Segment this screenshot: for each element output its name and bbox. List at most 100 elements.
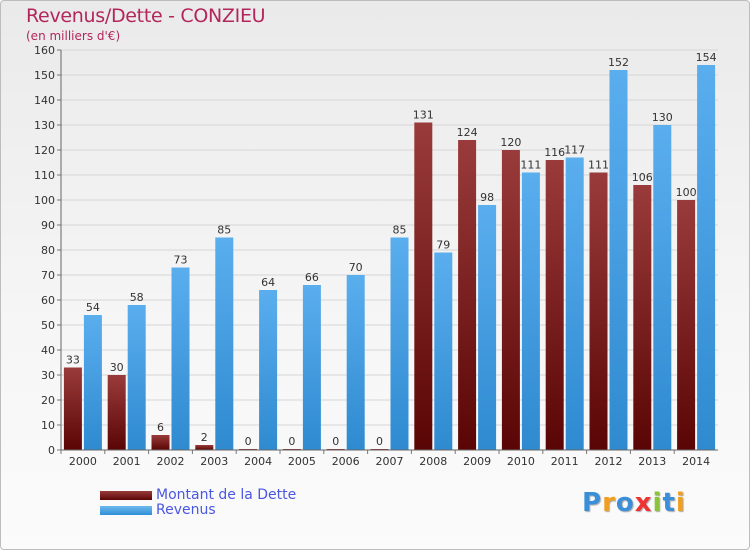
y-tick-label: 90	[41, 219, 55, 232]
data-label: 0	[376, 435, 383, 448]
y-tick-label: 0	[48, 444, 55, 457]
data-label: 0	[288, 435, 295, 448]
data-label: 131	[413, 109, 434, 122]
y-tick-label: 30	[41, 369, 55, 382]
x-axis: 2000 2001 2002 2003 2004 2005 2006 2007 2008 2009…	[60, 449, 718, 468]
bar-dette	[414, 122, 433, 450]
bar-dette	[545, 160, 564, 450]
bar-revenus	[390, 237, 409, 450]
x-tick-label: 2007	[376, 455, 404, 468]
data-label: 0	[245, 435, 252, 448]
data-label: 6	[157, 421, 164, 434]
legend-label-dette: Montant de la Dette	[156, 487, 297, 503]
chart-subtitle: (en milliers d'€)	[26, 29, 121, 43]
grid-lines	[61, 49, 718, 451]
bar-revenus	[302, 285, 321, 450]
data-label: 85	[393, 224, 407, 237]
data-label: 154	[696, 51, 717, 64]
bar-dette	[63, 367, 82, 450]
bar-revenus	[565, 157, 584, 450]
bar-revenus	[171, 267, 190, 450]
bar-revenus	[434, 252, 453, 450]
bar-dette	[107, 375, 126, 450]
bar-dette	[501, 150, 520, 450]
data-label: 79	[436, 239, 450, 252]
data-labels: 33 54 30 58 6 73 2 85 0 64 0 66 0 70 0 85 131 79 124 98 120 1…	[66, 51, 717, 448]
bar-revenus	[259, 290, 278, 450]
x-tick-label: 2000	[69, 455, 97, 468]
data-label: 85	[217, 224, 231, 237]
data-label: 58	[130, 291, 144, 304]
y-tick-label: 150	[34, 69, 55, 82]
data-label: 0	[332, 435, 339, 448]
bar-revenus	[697, 65, 716, 450]
y-tick-label: 120	[34, 144, 55, 157]
bar-dette	[589, 172, 608, 450]
x-tick-label: 2014	[682, 455, 710, 468]
y-tick-label: 10	[41, 419, 55, 432]
x-tick-label: 2006	[332, 455, 360, 468]
data-label: 124	[457, 126, 478, 139]
bar-revenus	[653, 125, 672, 450]
x-tick-label: 2005	[288, 455, 316, 468]
data-label: 98	[480, 191, 494, 204]
x-tick-label: 2011	[551, 455, 579, 468]
data-label: 120	[500, 136, 521, 149]
data-label: 64	[261, 276, 275, 289]
y-tick-label: 40	[41, 344, 55, 357]
bar-revenus	[83, 315, 102, 450]
x-tick-label: 2013	[638, 455, 666, 468]
data-label: 73	[174, 254, 188, 267]
y-tick-label: 130	[34, 119, 55, 132]
bar-dette	[151, 435, 170, 450]
y-axis: 0 10 20 30 40 50 60 70 80 90 100 110 120 130 140 150 160	[34, 44, 62, 457]
data-label: 30	[110, 361, 124, 374]
y-tick-label: 70	[41, 269, 55, 282]
y-tick-label: 140	[34, 94, 55, 107]
bar-revenus	[521, 172, 540, 450]
data-label: 130	[652, 111, 673, 124]
bar-dette	[633, 185, 652, 450]
legend-swatch-dette	[100, 491, 152, 500]
bar-revenus	[478, 205, 497, 450]
x-tick-label: 2010	[507, 455, 535, 468]
data-label: 152	[608, 56, 629, 69]
x-tick-label: 2002	[157, 455, 185, 468]
y-tick-label: 110	[34, 169, 55, 182]
y-tick-label: 80	[41, 244, 55, 257]
bars	[63, 65, 716, 450]
x-tick-label: 2003	[200, 455, 228, 468]
y-tick-label: 60	[41, 294, 55, 307]
bar-dette	[195, 445, 214, 450]
bar-revenus	[127, 305, 146, 450]
x-tick-label: 2001	[113, 455, 141, 468]
data-label: 70	[349, 261, 363, 274]
data-label: 116	[544, 146, 565, 159]
bar-dette	[458, 140, 477, 450]
data-label: 66	[305, 271, 319, 284]
x-tick-label: 2009	[463, 455, 491, 468]
data-label: 111	[520, 159, 541, 172]
data-label: 54	[86, 301, 100, 314]
y-tick-label: 100	[34, 194, 55, 207]
legend-label-revenus: Revenus	[156, 502, 216, 518]
x-tick-label: 2004	[244, 455, 272, 468]
chart-title: Revenus/Dette - CONZIEU	[26, 5, 266, 27]
data-label: 2	[201, 431, 208, 444]
data-label: 111	[588, 159, 609, 172]
y-tick-label: 20	[41, 394, 55, 407]
x-tick-label: 2012	[595, 455, 623, 468]
data-label: 106	[632, 171, 653, 184]
bar-dette	[677, 200, 696, 450]
legend-swatch-revenus	[100, 506, 152, 515]
bar-revenus	[215, 237, 234, 450]
x-tick-label: 2008	[419, 455, 447, 468]
bar-revenus	[609, 70, 628, 450]
data-label: 33	[66, 354, 80, 367]
data-label: 100	[676, 186, 697, 199]
data-label: 117	[564, 144, 585, 157]
y-tick-label: 50	[41, 319, 55, 332]
bar-revenus	[346, 275, 365, 450]
proxiti-logo: Proxiti	[582, 488, 686, 518]
